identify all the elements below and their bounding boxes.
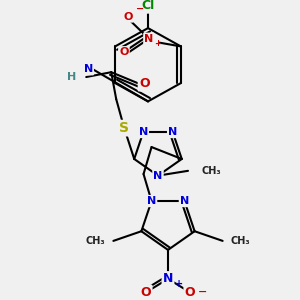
Text: O: O xyxy=(119,47,129,57)
Text: O: O xyxy=(141,286,151,299)
Text: H: H xyxy=(67,72,76,82)
Text: O: O xyxy=(123,11,133,22)
Text: S: S xyxy=(119,121,129,135)
Text: N: N xyxy=(84,64,93,74)
Text: N: N xyxy=(163,272,173,285)
Text: CH₃: CH₃ xyxy=(86,236,105,246)
Text: +: + xyxy=(175,278,183,289)
Text: O: O xyxy=(139,77,149,90)
Text: N: N xyxy=(147,196,156,206)
Text: CH₃: CH₃ xyxy=(202,166,222,176)
Text: N: N xyxy=(139,127,148,137)
Text: −: − xyxy=(136,4,144,14)
Text: −: − xyxy=(198,287,207,297)
Text: +: + xyxy=(154,39,161,48)
Text: N: N xyxy=(153,171,163,181)
Text: N: N xyxy=(144,34,154,44)
Text: CH₃: CH₃ xyxy=(231,236,250,246)
Text: O: O xyxy=(185,286,195,299)
Text: N: N xyxy=(180,196,189,206)
Text: N: N xyxy=(168,127,177,137)
Text: Cl: Cl xyxy=(141,0,154,12)
